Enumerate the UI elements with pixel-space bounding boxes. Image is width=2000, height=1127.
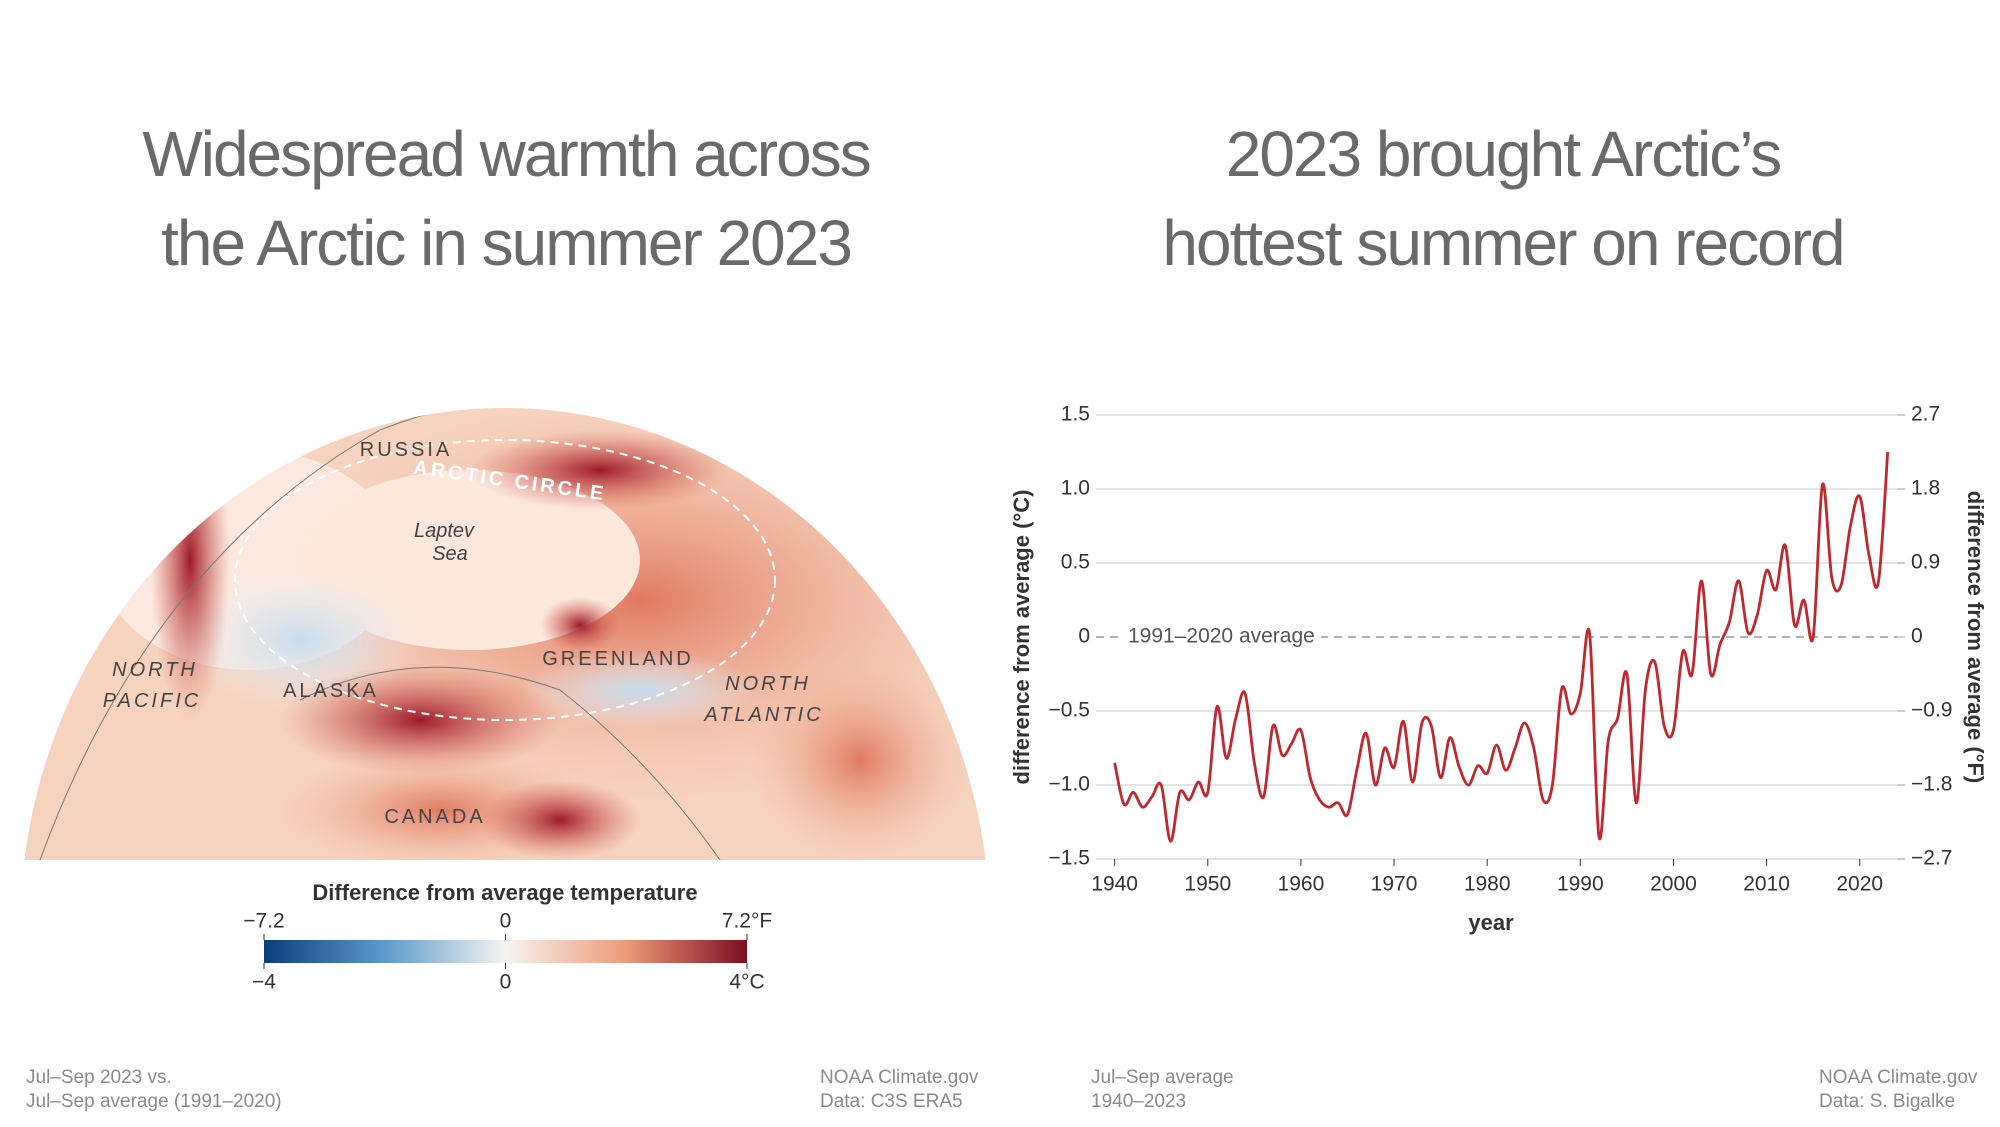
map-label: ATLANTIC — [703, 704, 823, 726]
y-axis-label: difference from average (°C) — [1009, 490, 1034, 785]
y-tick-label: −1.0 — [1049, 773, 1090, 796]
colorbar-tick-label: 0 — [500, 971, 512, 994]
map-label: RUSSIA — [360, 439, 452, 461]
y-tick-label: 0.5 — [1061, 551, 1090, 574]
credit: NOAA Climate.gov — [1819, 1067, 1978, 1088]
map-title: Widespread warmth across — [142, 118, 869, 190]
plot: −1.5 −1.0 −0.5 0 0.5 1.0 1.5 −2.7 −1.8 −0.9 0 0.9 1.… — [1049, 403, 1953, 896]
y2-tick-label: −2.7 — [1911, 847, 1952, 870]
colorbar-tick-label: 0 — [500, 910, 512, 933]
map-label: GREENLAND — [542, 648, 693, 670]
colorbar-tick-label: 4°C — [729, 971, 764, 994]
colorbar-tick-label: 7.2°F — [722, 910, 772, 933]
map-label: NORTH — [725, 673, 811, 695]
credit: Data: S. Bigalke — [1819, 1091, 1955, 1112]
x-tick-label: 1960 — [1278, 873, 1325, 896]
x-tick-label: 1980 — [1464, 873, 1511, 896]
chart-title: 2023 brought Arctic’s — [1226, 118, 1781, 190]
y2-tick-label: −1.8 — [1911, 773, 1952, 796]
x-tick-label: 1990 — [1557, 873, 1604, 896]
map — [20, 408, 990, 860]
colorbar-tick-label: −4 — [252, 971, 276, 994]
colorbar-ticks: −4 0 4°C −7.2 0 7.2°F — [243, 910, 772, 994]
map-label: PACIFIC — [103, 690, 201, 712]
map-label: ALASKA — [283, 680, 379, 702]
map-label: NORTH — [112, 659, 198, 681]
x-tick-label: 2010 — [1743, 873, 1790, 896]
credit: NOAA Climate.gov — [820, 1067, 979, 1088]
note: Jul–Sep average (1991–2020) — [26, 1091, 282, 1112]
map-title: the Arctic in summer 2023 — [161, 207, 851, 279]
y-tick-label: 1.5 — [1061, 403, 1090, 426]
y2-tick-label: −0.9 — [1911, 699, 1952, 722]
map-label: Laptev — [414, 520, 475, 542]
colorbar-tick-label: −7.2 — [243, 910, 284, 933]
reference-label: 1991–2020 average — [1128, 625, 1315, 648]
x-tick-label: 2000 — [1650, 873, 1697, 896]
map-label: CANADA — [384, 806, 485, 828]
y-tick-label: −1.5 — [1049, 847, 1090, 870]
x-axis-label: year — [1468, 910, 1514, 935]
data-line — [1113, 451, 1890, 843]
x-tick-label: 1970 — [1371, 873, 1418, 896]
colorbar — [264, 940, 747, 963]
x-tick-label: 2020 — [1836, 873, 1883, 896]
reference-label-bg — [1122, 622, 1321, 650]
y-tick-label: 0 — [1078, 625, 1090, 648]
y-tick-label: −0.5 — [1049, 699, 1090, 722]
note: Jul–Sep 2023 vs. — [26, 1067, 172, 1088]
y2-tick-label: 1.8 — [1911, 477, 1940, 500]
y2-tick-label: 0 — [1911, 625, 1923, 648]
x-tick-label: 1950 — [1184, 873, 1231, 896]
credit: Data: C3S ERA5 — [820, 1091, 963, 1112]
x-tick-label: 1940 — [1091, 873, 1138, 896]
note: 1940–2023 — [1091, 1091, 1186, 1112]
y2-tick-label: 2.7 — [1911, 403, 1940, 426]
map-label: Sea — [432, 543, 468, 565]
y2-tick-label: 0.9 — [1911, 551, 1940, 574]
chart-title: hottest summer on record — [1162, 207, 1843, 279]
colorbar-title: Difference from average temperature — [312, 880, 697, 905]
note: Jul–Sep average — [1091, 1067, 1234, 1088]
y2-axis-label: difference from average (°F) — [1963, 491, 1988, 783]
y-tick-label: 1.0 — [1061, 477, 1090, 500]
